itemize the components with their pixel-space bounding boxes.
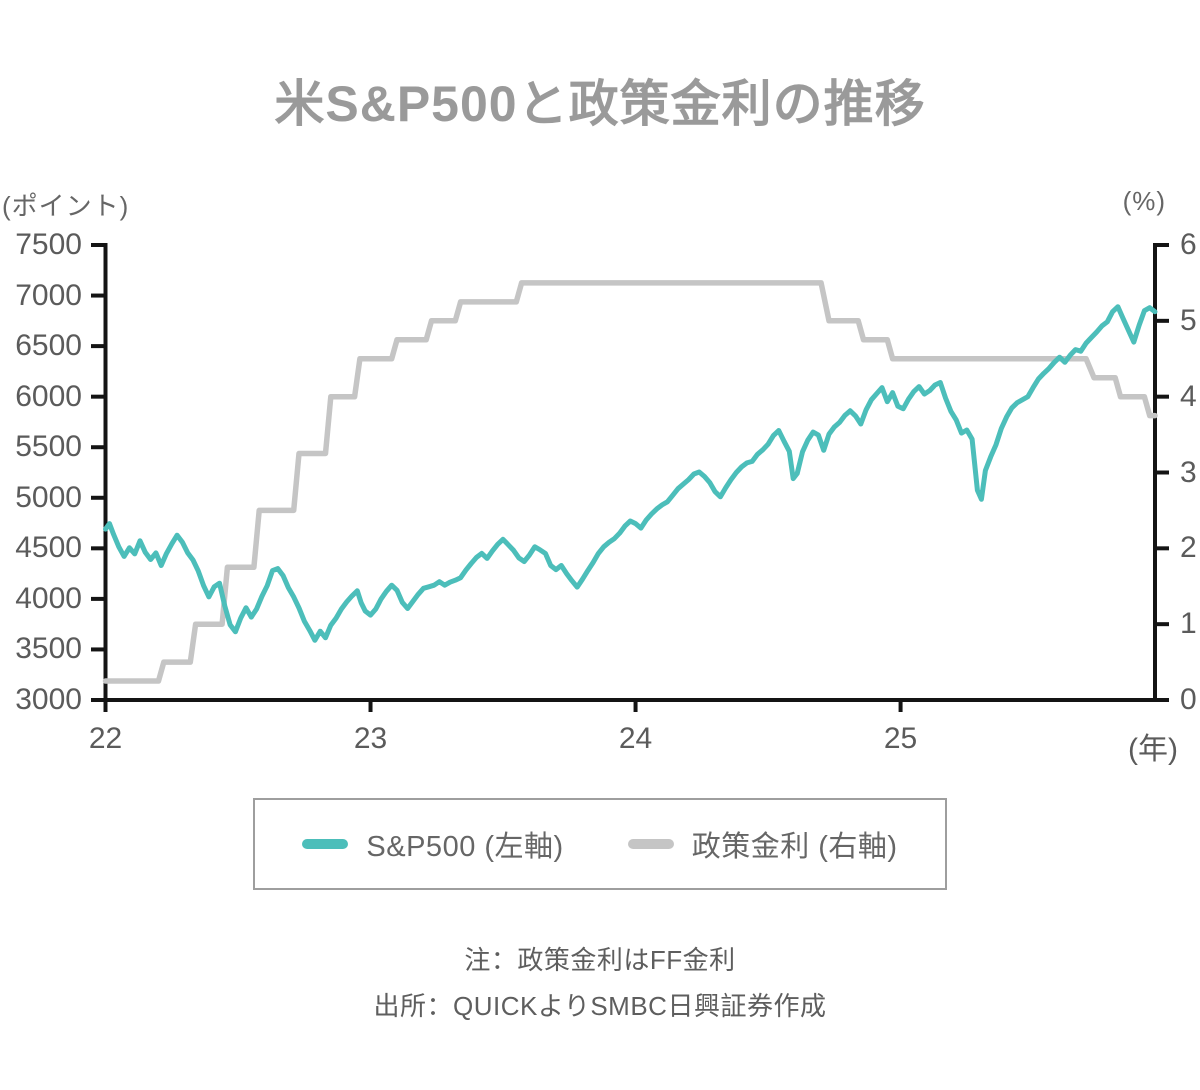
y-left-tick-label: 5500	[15, 430, 82, 464]
x-tick-label: 23	[353, 722, 388, 755]
y-right-tick-label: 2	[1180, 531, 1197, 565]
x-tick-label: 25	[883, 722, 918, 755]
y-left-tick-label: 6500	[15, 329, 82, 363]
y-left-tick-label: 3000	[15, 683, 82, 716]
legend-label-sp500: S&P500 (左軸)	[366, 831, 564, 863]
chart-title: 米S&P500と政策金利の推移	[274, 76, 926, 132]
y-left-tick-label: 7500	[15, 228, 82, 261]
legend: S&P500 (左軸) 政策金利 (右軸)	[253, 798, 947, 890]
source-note: 出所：QUICKよりSMBC日興証券作成	[373, 991, 827, 1021]
y-left-tick-label: 3500	[15, 632, 82, 666]
legend-label-policy-rate: 政策金利 (右軸)	[691, 831, 898, 863]
y-right-tick-label: 4	[1180, 379, 1197, 413]
x-ticks	[103, 700, 903, 712]
y-left-tick-label: 4500	[15, 531, 82, 565]
x-tick-label: 24	[618, 722, 653, 755]
y-right-tick-label: 6	[1180, 228, 1197, 261]
legend-item-policy-rate: 政策金利 (右軸)	[627, 823, 898, 865]
axis-lines	[99, 243, 1162, 702]
x-tick-label: 22	[88, 722, 123, 755]
y-left-tick-label: 5000	[15, 480, 82, 514]
right-axis-unit-label: (%)	[1122, 186, 1166, 216]
policy-rate-line-swatch	[627, 839, 674, 849]
sp500-line-swatch	[302, 839, 349, 849]
policy-rate-line	[102, 280, 1158, 684]
footnote: 注：政策金利はFF金利	[464, 945, 736, 975]
y-left-ticks	[91, 243, 105, 702]
y-left-tick-label: 6000	[15, 379, 82, 413]
x-axis-unit-label: (年)	[1128, 733, 1178, 766]
y-right-ticks	[1155, 243, 1169, 702]
y-right-tick-label: 3	[1180, 455, 1197, 489]
sp500-line	[103, 304, 1158, 643]
y-right-tick-label: 5	[1180, 303, 1197, 337]
y-right-tick-label: 0	[1180, 683, 1197, 716]
y-left-tick-label: 4000	[15, 581, 82, 615]
legend-item-sp500: S&P500 (左軸)	[302, 823, 563, 865]
left-axis-unit-label: (ポイント)	[2, 191, 130, 221]
y-right-tick-label: 1	[1180, 607, 1197, 641]
y-left-tick-label: 7000	[15, 278, 82, 312]
